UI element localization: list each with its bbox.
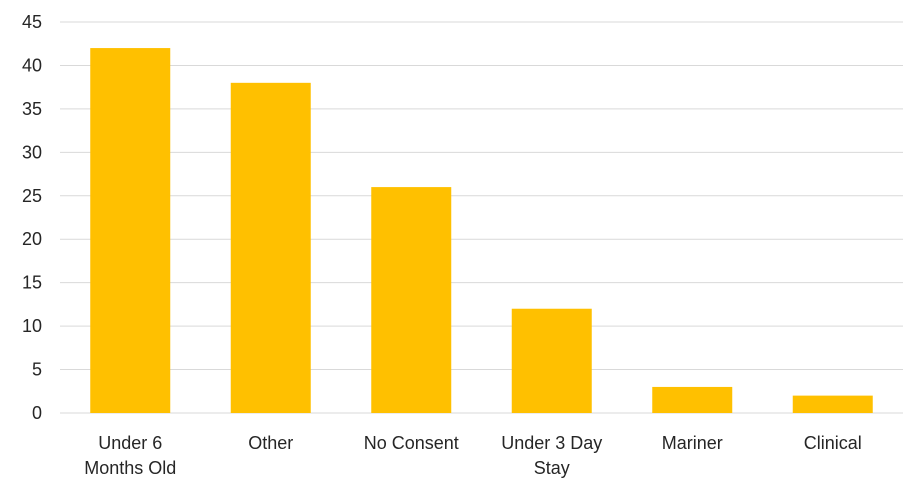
y-tick-label: 40 bbox=[22, 55, 42, 75]
y-tick-label: 0 bbox=[32, 403, 42, 423]
y-tick-label: 20 bbox=[22, 229, 42, 249]
gridlines bbox=[60, 21, 903, 414]
bar bbox=[371, 187, 452, 413]
y-axis-tick-labels: 0 5 10 15 20 25 30 35 40 45 bbox=[22, 12, 42, 423]
x-tick-label: Clinical bbox=[804, 433, 862, 453]
x-axis-tick-labels: Under 6 Months Old Other No Consent Under 3 … bbox=[84, 433, 862, 478]
y-tick-label: 25 bbox=[22, 186, 42, 206]
y-tick-label: 35 bbox=[22, 99, 42, 119]
x-tick-label: Mariner bbox=[662, 433, 723, 453]
y-tick-label: 5 bbox=[32, 360, 42, 380]
bar bbox=[90, 48, 171, 414]
x-tick-label: Under 3 Day Stay bbox=[501, 433, 602, 478]
x-tick-label: Other bbox=[248, 433, 293, 453]
x-tick-label: Under 6 Months Old bbox=[84, 433, 176, 478]
y-tick-label: 30 bbox=[22, 142, 42, 162]
bar bbox=[792, 395, 873, 413]
y-tick-label: 45 bbox=[22, 12, 42, 32]
bars bbox=[90, 48, 873, 414]
x-tick-label: No Consent bbox=[364, 433, 459, 453]
bar bbox=[230, 82, 311, 414]
bar bbox=[511, 308, 592, 413]
y-tick-label: 15 bbox=[22, 273, 42, 293]
bar bbox=[652, 386, 733, 413]
y-tick-label: 10 bbox=[22, 316, 42, 336]
